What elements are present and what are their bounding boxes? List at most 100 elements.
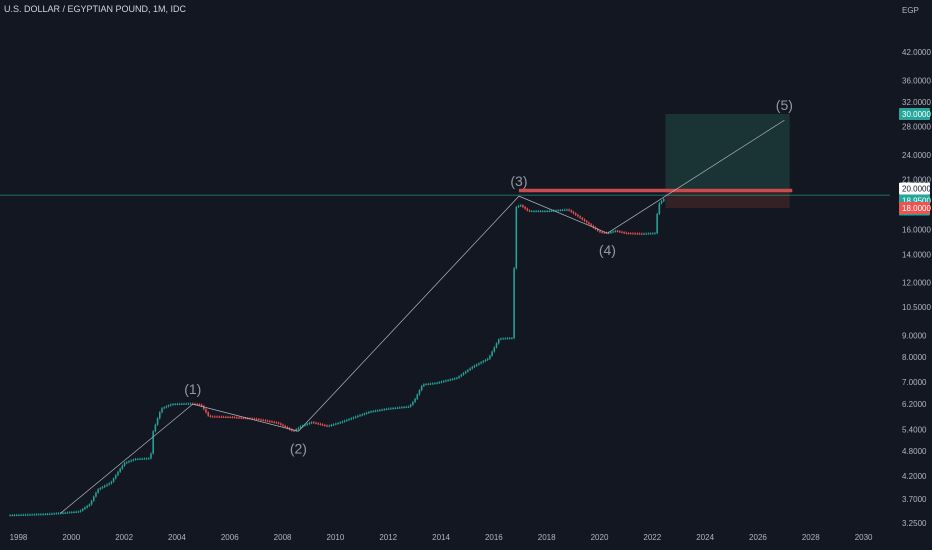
candle-body (205, 409, 207, 413)
candle-body (550, 210, 553, 212)
chart-title: U.S. DOLLAR / EGYPTIAN POUND, 1M, IDC (4, 4, 187, 14)
price-axis[interactable]: 42.0000 36.0000 32.0000 28.0000 24.0000 21.00… (902, 48, 931, 528)
candle-body (607, 232, 610, 234)
candle-body (464, 371, 467, 374)
candle-body (216, 416, 218, 418)
candle-body (97, 489, 99, 493)
candle-body (407, 406, 410, 408)
candle-body (649, 233, 652, 235)
candle-body (24, 514, 27, 516)
candle-body (271, 421, 273, 423)
horizontal-lines[interactable] (0, 188, 890, 196)
price-tick-label: 42.0000 (902, 48, 931, 57)
candle-body (341, 421, 344, 423)
candle-body (227, 416, 229, 418)
price-tick-label: 8.0000 (902, 353, 927, 362)
candle-body (539, 211, 542, 213)
time-tick-label: 2030 (855, 533, 873, 542)
target-zone[interactable] (665, 114, 790, 189)
candle-body (627, 233, 630, 235)
candle-body (396, 407, 399, 409)
candle-body (337, 423, 339, 425)
candle-body (275, 422, 278, 424)
candle-body (623, 232, 625, 234)
candle-body (238, 417, 240, 419)
time-tick-label: 2022 (643, 533, 661, 542)
stop-zone[interactable] (665, 188, 790, 209)
candle-body (20, 514, 22, 516)
wave-segment-4[interactable] (518, 195, 608, 234)
wave-label-3: (3) (510, 173, 527, 189)
position-zones[interactable] (665, 114, 790, 209)
candle-body (185, 403, 187, 405)
candle-body (203, 405, 205, 410)
wave-segment-5[interactable] (607, 119, 785, 234)
time-tick-label: 2008 (274, 533, 292, 542)
candle-body (286, 427, 289, 429)
candle-body (103, 485, 106, 487)
candle-body (308, 423, 311, 425)
time-tick-label: 2004 (168, 533, 186, 542)
target-price-tag: 30.0000 (902, 110, 931, 119)
candle-body (167, 405, 170, 407)
candle-body (548, 210, 551, 212)
candle-body (638, 233, 641, 235)
candle-body (357, 415, 359, 417)
candle-body (500, 338, 502, 340)
candle-body (519, 205, 522, 207)
candle-body (599, 230, 601, 233)
candle-body (546, 211, 548, 213)
wave-segment-3[interactable] (298, 195, 520, 432)
candle-body (150, 453, 152, 459)
candle-body (383, 409, 386, 411)
candle-body (625, 232, 628, 234)
time-axis[interactable]: 1998 2000 2002 2004 2006 2008 2010 2012 2014 2016… (10, 533, 873, 542)
candle-body (610, 232, 612, 234)
candle-body (128, 461, 130, 463)
candle-body (524, 206, 526, 209)
candle-body (242, 417, 245, 419)
candle-body (533, 211, 535, 213)
price-tick-label: 21.0000 (902, 176, 931, 185)
candle-body (445, 380, 447, 382)
candle-body (634, 233, 636, 235)
elliott-wave-lines[interactable] (60, 119, 785, 514)
candle-body (579, 216, 581, 218)
candle-body (178, 403, 181, 405)
candle-body (471, 366, 474, 369)
candle-body (73, 511, 75, 513)
candle-body (123, 462, 126, 466)
candle-body (299, 426, 302, 428)
price-tick-label: 16.0000 (902, 226, 931, 235)
candle-body (240, 417, 242, 419)
wave-segment-2[interactable] (192, 403, 299, 432)
time-tick-label: 2012 (379, 533, 397, 542)
price-tick-label: 14.0000 (902, 250, 931, 259)
candle-body (436, 382, 438, 384)
candle-body (214, 416, 216, 418)
candle-body (431, 383, 434, 385)
candle-body (621, 231, 623, 233)
candle-body (233, 417, 236, 419)
candle-body (526, 208, 529, 211)
candle-body (218, 416, 220, 418)
candle-body (207, 412, 209, 416)
price-tick-label: 3.2500 (902, 519, 927, 528)
candle-body (192, 403, 194, 405)
candle-body (618, 231, 621, 233)
candle-body (493, 347, 496, 352)
stop-price-tag: 18.0000 (902, 204, 931, 213)
candle-body (70, 512, 73, 514)
price-tick-label: 4.2000 (902, 472, 927, 481)
candle-body (583, 219, 586, 222)
candle-body (266, 420, 269, 422)
candle-body (130, 460, 132, 462)
candle-body (491, 351, 493, 356)
candle-body (317, 423, 320, 425)
candle-body (156, 418, 159, 425)
candle-body (9, 515, 11, 517)
candle-body (557, 210, 559, 212)
candle-body (508, 338, 511, 340)
wave-segment-1[interactable] (60, 403, 194, 514)
